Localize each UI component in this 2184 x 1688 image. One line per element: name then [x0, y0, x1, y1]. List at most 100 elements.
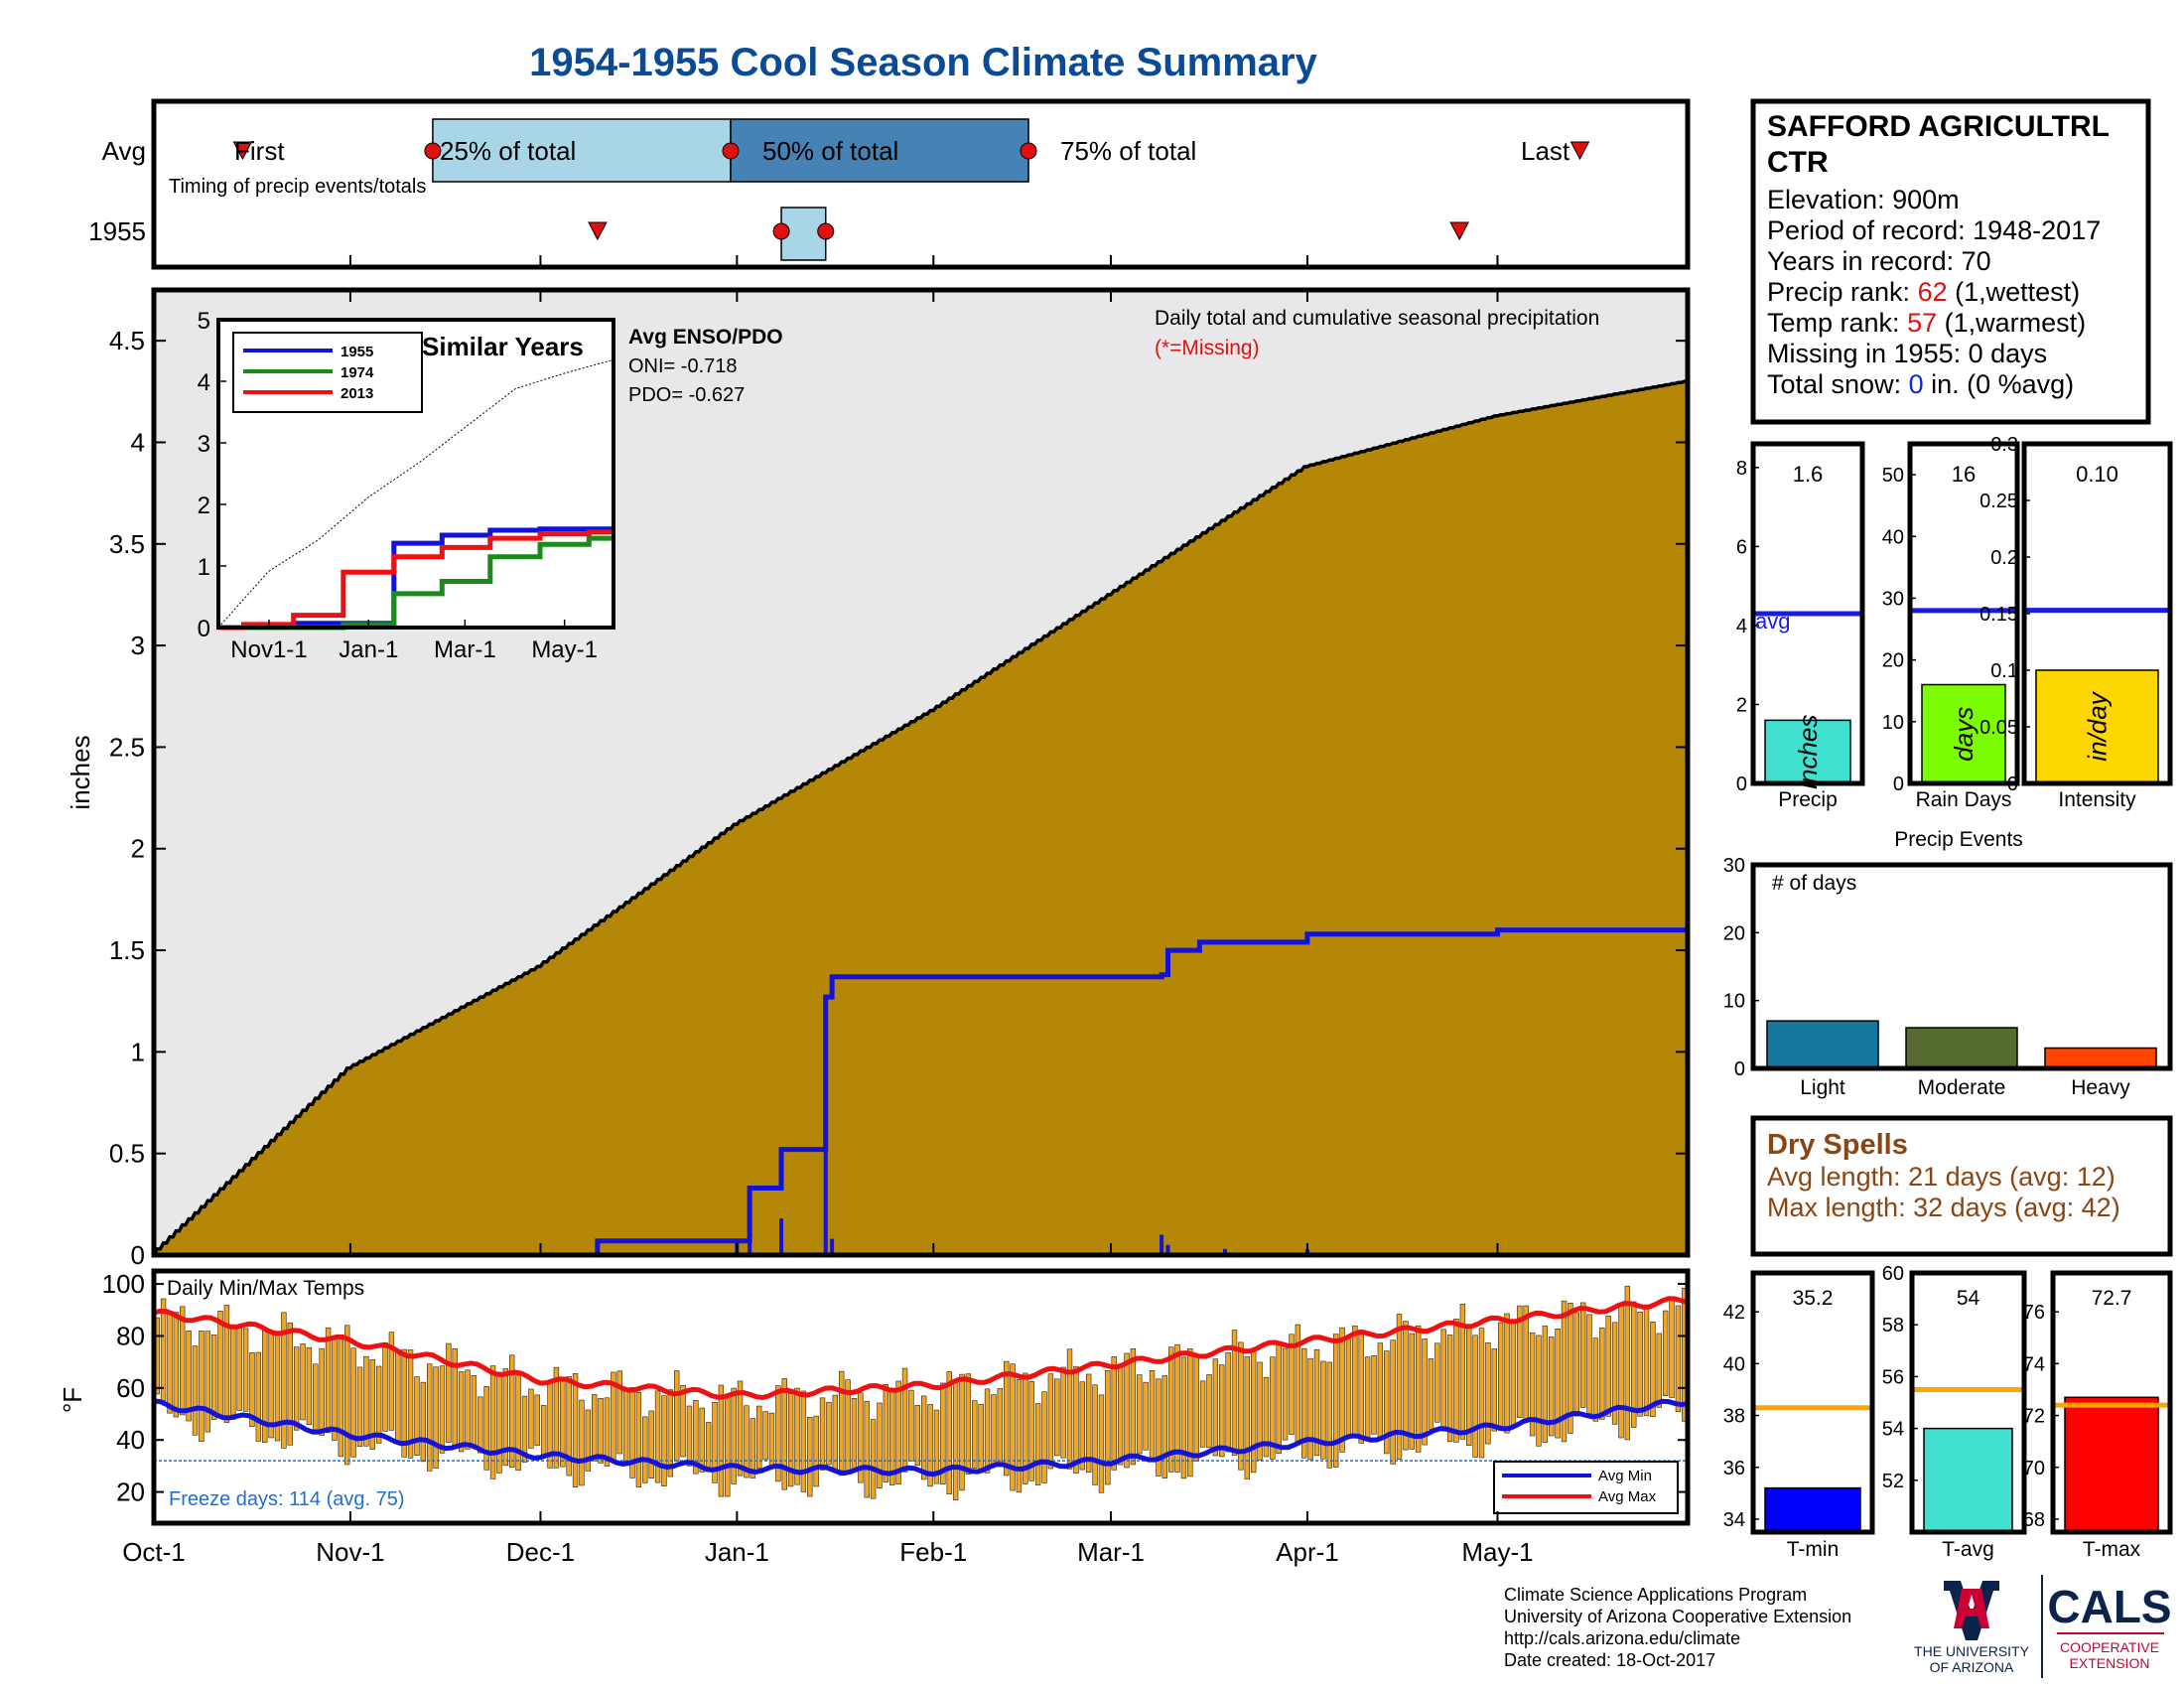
daily-temp-bar [1579, 1302, 1586, 1408]
timing-avg-q1-box [432, 118, 732, 183]
temp-y-tick-label: 40 [116, 1425, 145, 1455]
timing-1955-last-marker [1449, 221, 1470, 241]
daily-temp-bar [1656, 1333, 1662, 1408]
daily-temp-bar [249, 1352, 255, 1427]
daily-precip-bar [830, 1238, 835, 1255]
daily-temp-bar [984, 1388, 991, 1474]
summary-label: Rain Days [1916, 788, 2012, 811]
daily-temp-bar [1143, 1381, 1149, 1451]
daily-temp-bar [1631, 1301, 1637, 1428]
main-plot-frame [151, 287, 1691, 1258]
daily-temp-bar [356, 1366, 363, 1447]
daily-temp-bar [1403, 1321, 1409, 1451]
daily-temp-bar [654, 1390, 661, 1483]
daily-temp-bar [439, 1365, 446, 1454]
daily-temp-bar [1326, 1361, 1332, 1469]
daily-temp-bar [1137, 1374, 1143, 1455]
daily-temp-bar [1422, 1338, 1428, 1446]
daily-temp-bar [1472, 1335, 1478, 1458]
daily-temp-bar [1289, 1334, 1295, 1435]
daily-temp-bar [744, 1405, 750, 1478]
summary-value: 0.10 [2076, 462, 2118, 487]
summary-tick-label: 0.15 [1979, 604, 2018, 626]
inset-y-tick-label: 2 [198, 492, 210, 519]
station-name-line1: SAFFORD AGRICULTRL [1767, 110, 2110, 143]
daily-temp-bar [908, 1389, 914, 1462]
timing-frame [151, 98, 1691, 270]
daily-temp-bar [1364, 1356, 1371, 1442]
daily-temp-bar [1573, 1312, 1579, 1417]
temp-plot-frame [151, 1268, 1691, 1526]
daily-temp-bar [693, 1400, 699, 1475]
summary-label: Intensity [2058, 788, 2136, 811]
daily-temp-bar [1098, 1394, 1105, 1493]
daily-temp-bar [1605, 1316, 1611, 1417]
inset-y-tick-label: 5 [198, 308, 210, 335]
daily-temp-bar [807, 1416, 813, 1497]
daily-temp-bar [1276, 1341, 1282, 1455]
month-tick-label: Mar-1 [1077, 1537, 1145, 1567]
daily-precip-bar [1222, 1248, 1227, 1255]
daily-temp-bar [991, 1394, 997, 1466]
daily-temp-bar [927, 1404, 933, 1487]
precip-annotation-title: Daily total and cumulative seasonal prec… [1155, 307, 1599, 330]
daily-temp-bar [1167, 1346, 1174, 1473]
inset-y-tick-label: 0 [198, 616, 210, 642]
daily-temp-bar [1675, 1305, 1682, 1413]
month-x-axis: Oct-1 Nov-1 Dec-1 Jan-1 Feb-1 Mar-1 Apr-1 May-1 [122, 255, 1534, 1567]
daily-temp-bar [800, 1390, 807, 1492]
daily-temp-bar [382, 1341, 388, 1432]
precip-events-tick-label: 0 [1734, 1058, 1745, 1080]
temp-summary-tick-label: 76 [2023, 1302, 2045, 1324]
daily-temp-bar [946, 1371, 952, 1494]
daily-temp-bar [699, 1407, 705, 1473]
daily-temp-bar [1073, 1365, 1079, 1474]
daily-temp-bar [1079, 1381, 1085, 1471]
precip-event-label: Heavy [2071, 1076, 2130, 1099]
daily-temp-bar [1028, 1380, 1034, 1481]
daily-temp-bar [471, 1375, 478, 1446]
daily-temp-bar [1459, 1304, 1466, 1440]
temp-y-tick-label: 20 [116, 1477, 145, 1507]
inset-legend-1955: 1955 [341, 344, 373, 360]
inset-y-tick-label: 4 [198, 369, 210, 396]
daily-temp-bar [1034, 1403, 1041, 1485]
cals-line2: EXTENSION [2070, 1655, 2150, 1671]
daily-precip-bar [748, 1214, 752, 1255]
daily-temp-bar [1187, 1348, 1193, 1477]
daily-temp-bar [1206, 1374, 1212, 1449]
temp-summary-value: 35.2 [1793, 1287, 1834, 1310]
daily-temp-bar [1497, 1322, 1504, 1431]
daily-temp-bar [839, 1370, 845, 1477]
summary-tick-label: 0 [1893, 774, 1904, 795]
daily-temp-bar [1282, 1347, 1289, 1441]
daily-temp-bar [300, 1343, 306, 1421]
daily-temp-bar [725, 1394, 731, 1497]
summary-value: 16 [1952, 462, 1976, 487]
footer-program: Climate Science Applications Program [1504, 1585, 1807, 1605]
temp-summary-tick-label: 56 [1882, 1366, 1904, 1388]
daily-temp-bar [1060, 1366, 1066, 1459]
temp-summary-value: 72.7 [2092, 1287, 2132, 1310]
temp-summary-label: T-max [2083, 1538, 2141, 1561]
temp-summary-tick-label: 74 [2023, 1353, 2045, 1375]
daily-temp-bar [1440, 1329, 1446, 1432]
dry-spells-title: Dry Spells [1767, 1129, 1908, 1161]
daily-temp-bar [1047, 1373, 1054, 1470]
temp-y-tick-label: 60 [116, 1373, 145, 1403]
station-years: Years in record: 70 [1767, 246, 1991, 276]
month-tick-label: Oct-1 [122, 1537, 186, 1567]
daily-temp-bar [731, 1387, 737, 1484]
daily-temp-bar [952, 1382, 959, 1500]
daily-temp-bar [1257, 1361, 1263, 1461]
avg-max-line [153, 1296, 1689, 1401]
inset-legend-2013: 2013 [341, 385, 373, 402]
precip-events-ylabel: # of days [1772, 872, 1856, 895]
summary-unit-label: days [1949, 707, 1979, 762]
daily-temp-bar [1212, 1358, 1219, 1457]
station-period: Period of record: 1948-2017 [1767, 215, 2101, 245]
daily-temp-bar [851, 1398, 858, 1472]
summary-tick-label: 4 [1736, 616, 1747, 637]
temp-summary-frame [2050, 1270, 2173, 1535]
